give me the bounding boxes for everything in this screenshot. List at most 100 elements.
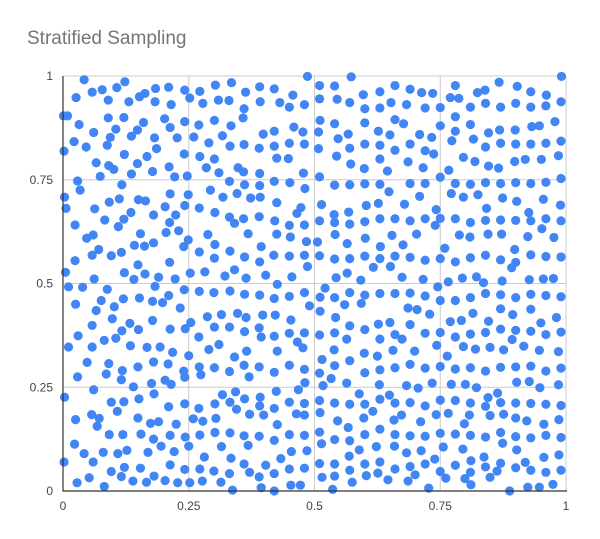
data-point xyxy=(539,452,549,462)
data-point xyxy=(239,180,250,190)
data-point xyxy=(371,441,381,452)
data-point xyxy=(146,378,157,389)
data-point xyxy=(314,216,325,226)
data-point xyxy=(254,362,264,372)
data-point xyxy=(432,340,442,350)
data-point xyxy=(70,415,81,425)
data-point xyxy=(179,241,189,252)
data-point xyxy=(446,188,456,199)
data-point xyxy=(226,78,237,88)
data-point xyxy=(361,200,371,211)
data-point xyxy=(345,254,355,264)
data-point xyxy=(511,139,521,149)
data-point xyxy=(332,151,342,161)
data-point xyxy=(239,431,249,441)
data-point xyxy=(468,134,479,144)
data-point xyxy=(384,390,395,400)
data-point xyxy=(150,97,160,107)
data-point xyxy=(238,214,249,224)
data-point xyxy=(510,244,520,255)
data-point xyxy=(119,149,129,160)
data-point xyxy=(526,326,536,336)
data-point xyxy=(345,97,355,108)
data-point xyxy=(375,334,385,344)
data-point xyxy=(284,251,294,261)
data-point xyxy=(210,239,220,250)
data-point xyxy=(299,250,310,260)
data-point xyxy=(520,457,530,467)
data-point xyxy=(499,345,509,355)
data-point xyxy=(375,288,385,299)
data-point xyxy=(241,312,251,323)
data-point xyxy=(180,464,190,475)
data-point xyxy=(497,276,507,286)
data-point xyxy=(255,401,265,411)
data-point xyxy=(405,216,415,226)
data-point xyxy=(180,324,190,334)
data-point xyxy=(135,229,146,239)
data-point xyxy=(399,199,410,209)
data-point xyxy=(256,241,266,252)
data-point xyxy=(534,345,544,355)
data-point xyxy=(471,272,482,282)
data-point xyxy=(512,445,522,455)
data-point xyxy=(326,373,336,384)
data-point xyxy=(345,180,355,190)
data-point xyxy=(165,257,175,267)
data-point xyxy=(89,274,99,284)
data-point xyxy=(450,126,460,136)
data-point xyxy=(433,282,443,292)
data-point xyxy=(179,366,189,376)
data-point xyxy=(330,398,340,408)
data-point xyxy=(512,196,522,206)
grid-layer xyxy=(63,75,567,491)
data-point xyxy=(284,429,294,440)
data-point xyxy=(255,257,265,267)
data-point xyxy=(435,213,445,223)
data-point xyxy=(465,232,475,242)
data-point xyxy=(524,275,534,285)
data-point xyxy=(143,447,153,458)
data-point xyxy=(480,327,491,338)
data-point xyxy=(360,251,370,261)
data-point xyxy=(126,207,136,218)
data-point xyxy=(209,322,220,332)
data-point xyxy=(104,358,114,369)
data-point xyxy=(188,414,198,424)
data-point xyxy=(420,146,430,156)
data-point xyxy=(345,143,355,153)
data-point xyxy=(497,229,507,239)
data-point xyxy=(405,359,415,370)
data-point xyxy=(435,295,445,306)
data-point xyxy=(216,441,227,452)
data-point xyxy=(519,341,529,351)
data-point xyxy=(550,117,560,127)
data-point xyxy=(511,398,521,408)
data-point xyxy=(396,410,407,420)
data-point xyxy=(401,448,412,458)
data-point xyxy=(473,190,483,200)
data-point xyxy=(465,179,476,189)
data-point xyxy=(136,429,146,439)
data-point xyxy=(148,434,159,444)
data-point xyxy=(375,394,385,404)
data-point xyxy=(447,136,457,146)
data-point xyxy=(360,139,370,149)
data-point xyxy=(288,90,298,100)
data-point xyxy=(240,87,251,97)
data-point xyxy=(163,359,173,369)
data-point xyxy=(270,310,280,320)
data-point xyxy=(458,152,468,162)
data-point xyxy=(285,178,295,188)
x-tick-label: 0 xyxy=(60,499,67,513)
data-point xyxy=(330,434,340,445)
data-point xyxy=(435,121,445,131)
data-point xyxy=(239,252,250,262)
data-point xyxy=(385,130,395,140)
data-point xyxy=(104,197,114,207)
data-point xyxy=(556,71,567,82)
data-point xyxy=(89,127,99,138)
data-point xyxy=(315,407,325,418)
data-point xyxy=(269,435,279,445)
data-point xyxy=(149,133,160,143)
